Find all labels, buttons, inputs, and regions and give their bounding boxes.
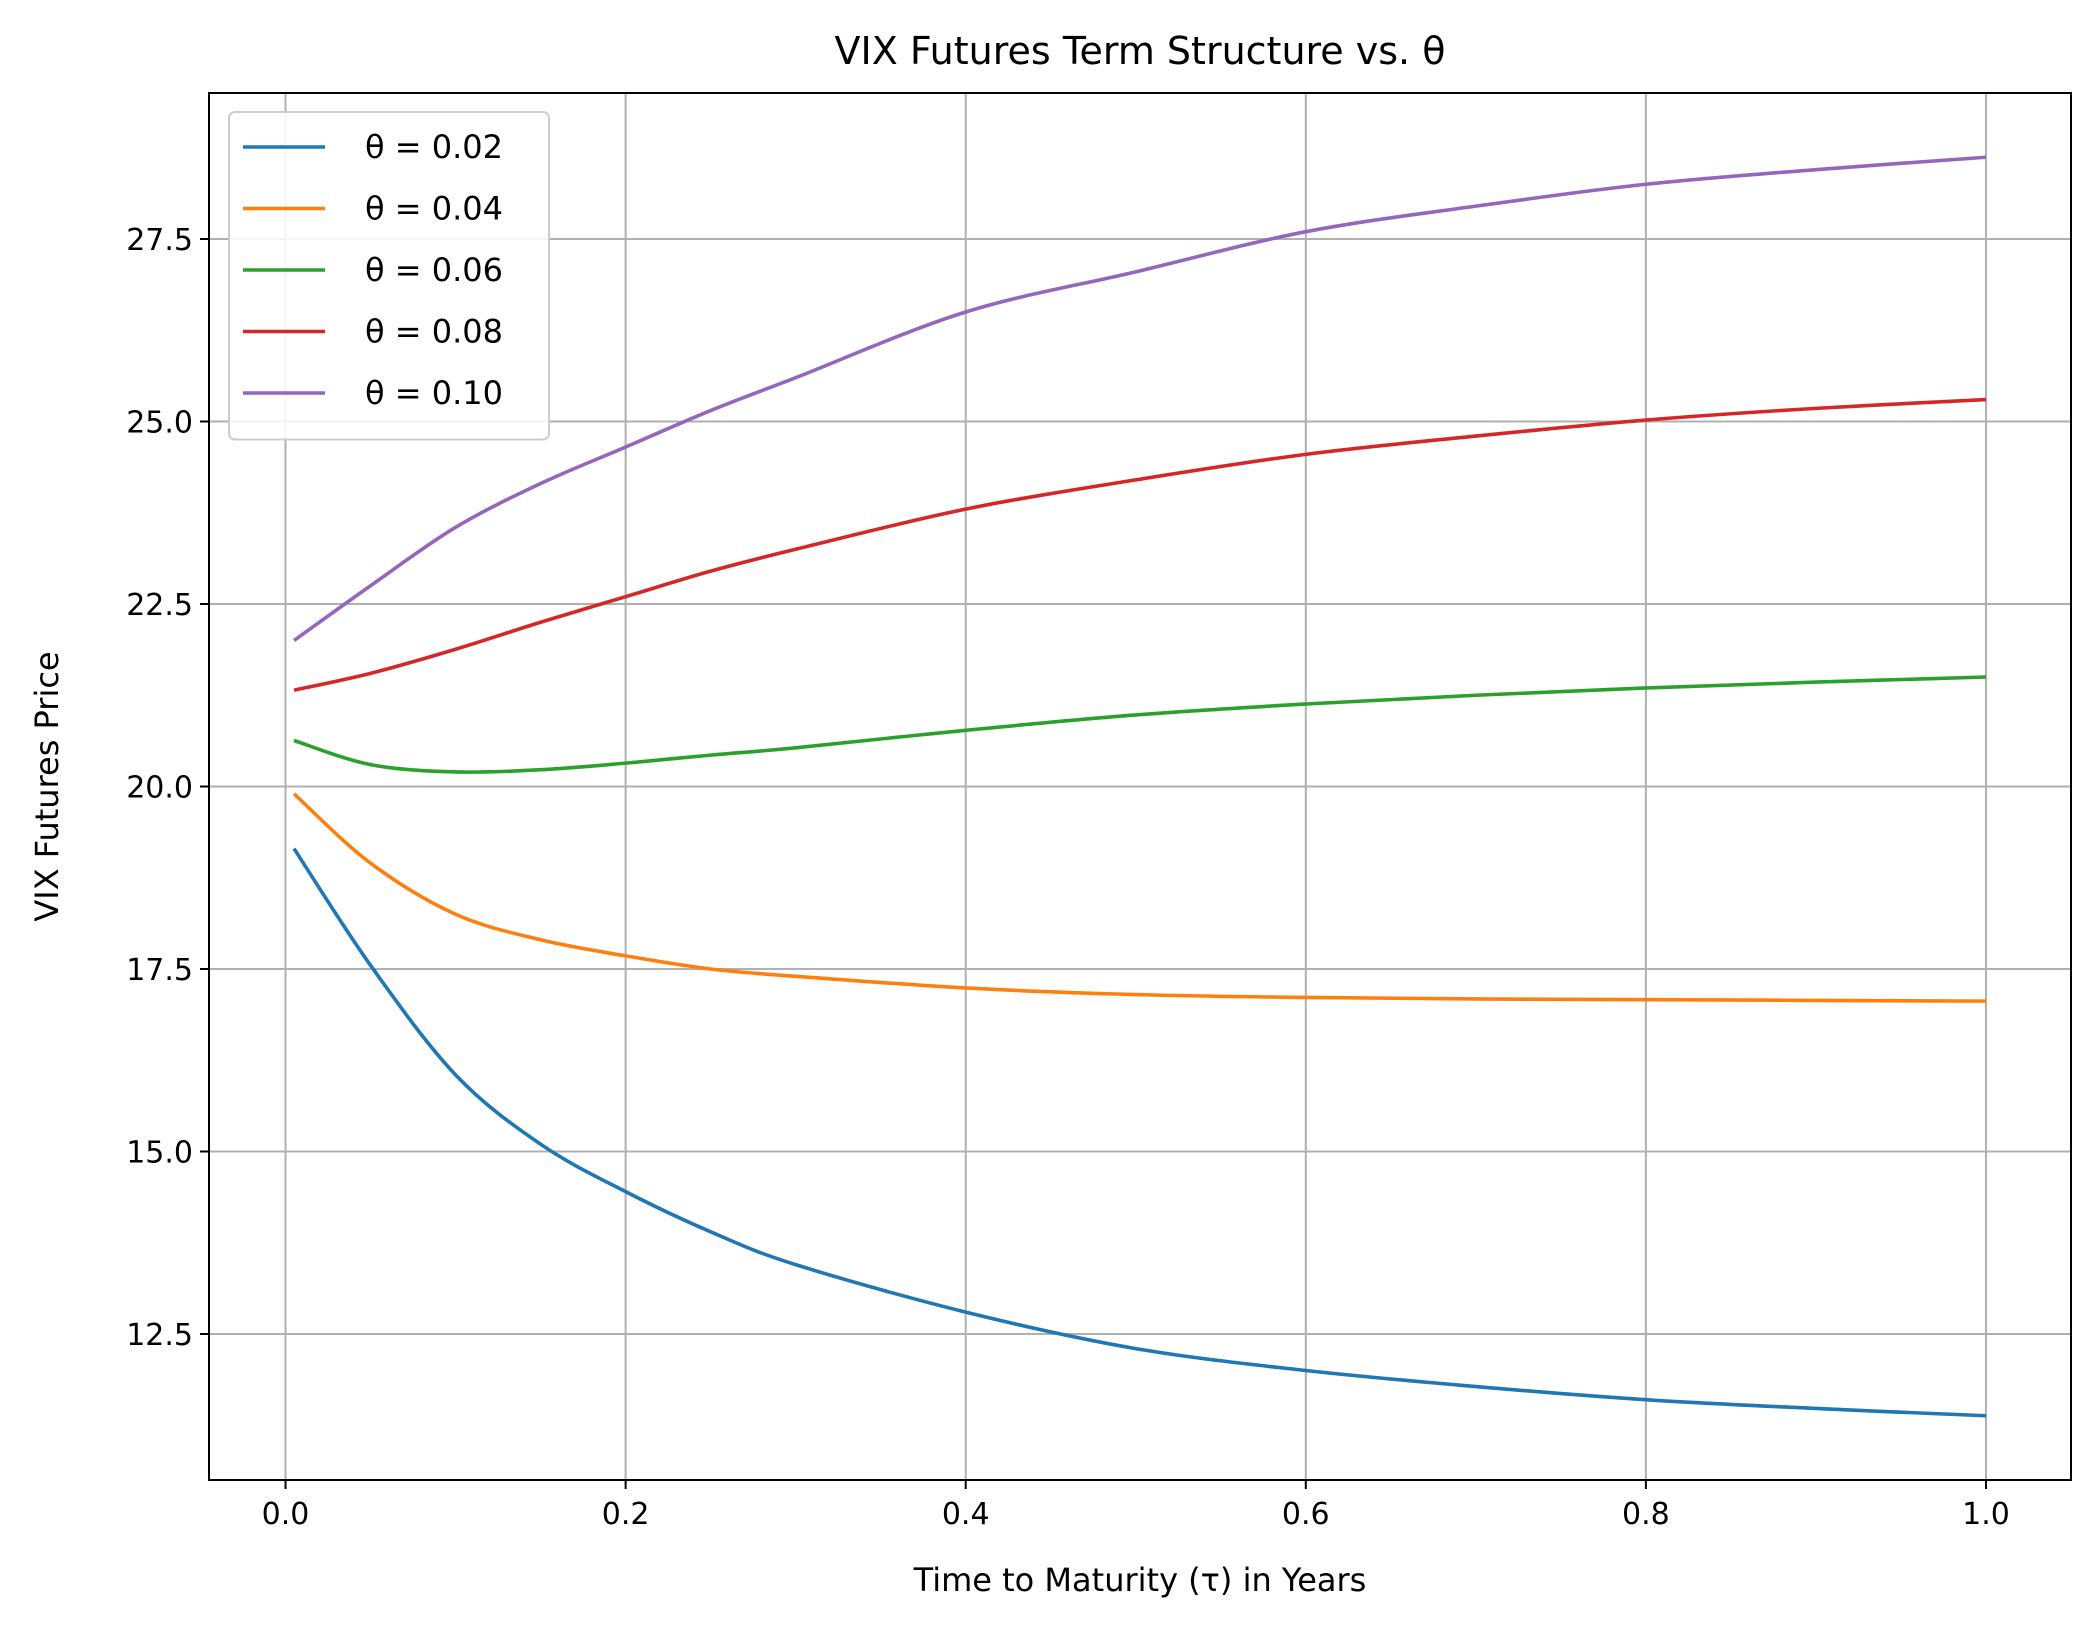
- legend: θ = 0.02 θ = 0.04 θ = 0.06 θ = 0.08 θ = 0.10: [228, 111, 550, 441]
- y-tick-label: 15.0: [126, 1136, 193, 1171]
- x-tick-label: 0.8: [1622, 1497, 1670, 1532]
- legend-entry-label: θ = 0.06: [365, 251, 503, 289]
- x-tick-label: 0.4: [942, 1497, 990, 1532]
- y-tick-label: 25.0: [126, 406, 193, 441]
- x-tick-label: 0.2: [602, 1497, 650, 1532]
- y-tick-label: 20.0: [126, 771, 193, 806]
- series-line-0: [292, 847, 1987, 1418]
- chart-title: VIX Futures Term Structure vs. θ: [835, 29, 1446, 73]
- legend-box: [228, 111, 550, 441]
- y-axis-label: VIX Futures Price: [28, 651, 66, 921]
- series-line-4: [292, 155, 1987, 642]
- y-tick-label: 27.5: [126, 223, 193, 258]
- legend-entry-label: θ = 0.04: [365, 190, 503, 228]
- grid: [209, 93, 2071, 1480]
- series-lines: [292, 155, 1987, 1418]
- legend-entry-label: θ = 0.08: [365, 313, 503, 351]
- series-line-2: [293, 675, 1987, 774]
- series-line-1: [292, 792, 1986, 1003]
- ticks: 0.0 0.2 0.4 0.6 0.8 1.0 12.5 15.0 17.5 20.0 22.5 25…: [126, 223, 2010, 1532]
- legend-entry-label: θ = 0.10: [365, 374, 503, 412]
- x-tick-label: 1.0: [1962, 1497, 2010, 1532]
- x-tick-label: 0.6: [1282, 1497, 1330, 1532]
- y-tick-label: 12.5: [126, 1318, 193, 1353]
- x-tick-label: 0.0: [262, 1497, 310, 1532]
- y-tick-label: 17.5: [126, 953, 193, 988]
- legend-entry-label: θ = 0.02: [365, 128, 503, 166]
- series-line-3: [293, 397, 1987, 692]
- x-axis-label: Time to Maturity (τ) in Years: [913, 1561, 1367, 1599]
- y-tick-label: 22.5: [126, 588, 193, 623]
